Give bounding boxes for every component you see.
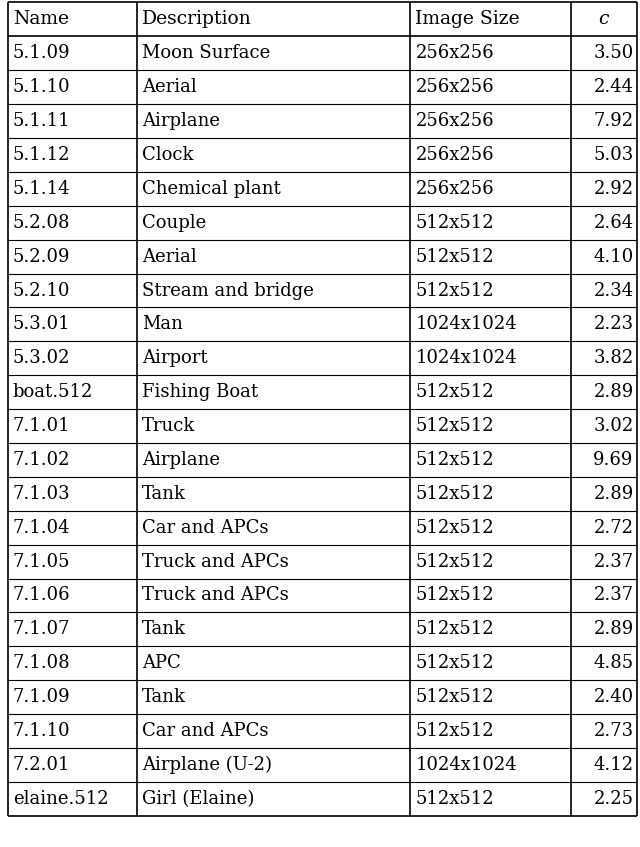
- Text: 2.37: 2.37: [593, 552, 634, 571]
- Text: 5.03: 5.03: [593, 146, 634, 164]
- Text: c: c: [598, 10, 609, 28]
- Text: 7.1.03: 7.1.03: [13, 484, 70, 503]
- Text: 512x512: 512x512: [415, 688, 494, 706]
- Text: 2.37: 2.37: [593, 586, 634, 605]
- Text: Fishing Boat: Fishing Boat: [142, 383, 258, 401]
- Text: 2.73: 2.73: [593, 722, 634, 740]
- Text: 512x512: 512x512: [415, 654, 494, 673]
- Text: 7.1.06: 7.1.06: [13, 586, 70, 605]
- Text: boat.512: boat.512: [13, 383, 93, 401]
- Text: 7.1.02: 7.1.02: [13, 451, 70, 469]
- Text: Name: Name: [13, 10, 69, 28]
- Text: Truck: Truck: [142, 417, 195, 435]
- Text: Tank: Tank: [142, 484, 186, 503]
- Text: 5.1.14: 5.1.14: [13, 180, 70, 198]
- Text: 7.1.04: 7.1.04: [13, 518, 70, 537]
- Text: 2.44: 2.44: [594, 78, 634, 97]
- Text: 256x256: 256x256: [415, 44, 494, 63]
- Text: APC: APC: [142, 654, 180, 673]
- Text: Car and APCs: Car and APCs: [142, 722, 268, 740]
- Text: 7.1.01: 7.1.01: [13, 417, 70, 435]
- Text: 2.92: 2.92: [593, 180, 634, 198]
- Text: 2.72: 2.72: [594, 518, 634, 537]
- Text: Truck and APCs: Truck and APCs: [142, 586, 289, 605]
- Text: 512x512: 512x512: [415, 552, 494, 571]
- Text: Couple: Couple: [142, 213, 206, 232]
- Text: 256x256: 256x256: [415, 78, 494, 97]
- Text: 512x512: 512x512: [415, 213, 494, 232]
- Text: 1024x1024: 1024x1024: [415, 315, 517, 334]
- Text: 2.89: 2.89: [593, 620, 634, 639]
- Text: 3.50: 3.50: [593, 44, 634, 63]
- Text: 3.82: 3.82: [593, 349, 634, 368]
- Text: 2.89: 2.89: [593, 383, 634, 401]
- Text: 512x512: 512x512: [415, 484, 494, 503]
- Text: Airport: Airport: [142, 349, 207, 368]
- Text: 512x512: 512x512: [415, 586, 494, 605]
- Text: Aerial: Aerial: [142, 247, 196, 266]
- Text: 512x512: 512x512: [415, 417, 494, 435]
- Text: 7.1.09: 7.1.09: [13, 688, 70, 706]
- Text: 7.1.10: 7.1.10: [13, 722, 70, 740]
- Text: 7.1.07: 7.1.07: [13, 620, 70, 639]
- Text: 7.2.01: 7.2.01: [13, 756, 70, 774]
- Text: 4.85: 4.85: [593, 654, 634, 673]
- Text: 5.2.09: 5.2.09: [13, 247, 70, 266]
- Text: 2.40: 2.40: [593, 688, 634, 706]
- Text: 512x512: 512x512: [415, 451, 494, 469]
- Text: 7.1.05: 7.1.05: [13, 552, 70, 571]
- Text: 3.02: 3.02: [593, 417, 634, 435]
- Text: elaine.512: elaine.512: [13, 789, 108, 808]
- Text: 5.1.10: 5.1.10: [13, 78, 70, 97]
- Text: 4.12: 4.12: [593, 756, 634, 774]
- Text: 512x512: 512x512: [415, 281, 494, 300]
- Text: 9.69: 9.69: [593, 451, 634, 469]
- Text: 5.3.02: 5.3.02: [13, 349, 70, 368]
- Text: Tank: Tank: [142, 688, 186, 706]
- Text: Airplane (U-2): Airplane (U-2): [142, 756, 272, 774]
- Text: 512x512: 512x512: [415, 722, 494, 740]
- Text: Airplane: Airplane: [142, 451, 220, 469]
- Text: Car and APCs: Car and APCs: [142, 518, 268, 537]
- Text: Chemical plant: Chemical plant: [142, 180, 280, 198]
- Text: 512x512: 512x512: [415, 383, 494, 401]
- Text: Clock: Clock: [142, 146, 193, 164]
- Text: Man: Man: [142, 315, 182, 334]
- Text: 512x512: 512x512: [415, 620, 494, 639]
- Text: 1024x1024: 1024x1024: [415, 349, 517, 368]
- Text: Truck and APCs: Truck and APCs: [142, 552, 289, 571]
- Text: Tank: Tank: [142, 620, 186, 639]
- Text: 2.89: 2.89: [593, 484, 634, 503]
- Text: Moon Surface: Moon Surface: [142, 44, 270, 63]
- Text: 5.1.11: 5.1.11: [13, 112, 70, 130]
- Text: 512x512: 512x512: [415, 789, 494, 808]
- Text: Airplane: Airplane: [142, 112, 220, 130]
- Text: 7.92: 7.92: [593, 112, 634, 130]
- Text: 5.1.12: 5.1.12: [13, 146, 70, 164]
- Text: 1024x1024: 1024x1024: [415, 756, 517, 774]
- Text: Description: Description: [142, 10, 252, 28]
- Text: 5.2.08: 5.2.08: [13, 213, 70, 232]
- Text: Girl (Elaine): Girl (Elaine): [142, 789, 254, 808]
- Text: 512x512: 512x512: [415, 518, 494, 537]
- Text: 2.23: 2.23: [593, 315, 634, 334]
- Text: 5.2.10: 5.2.10: [13, 281, 70, 300]
- Text: 256x256: 256x256: [415, 180, 494, 198]
- Text: 256x256: 256x256: [415, 112, 494, 130]
- Text: Aerial: Aerial: [142, 78, 196, 97]
- Text: Image Size: Image Size: [415, 10, 520, 28]
- Text: 512x512: 512x512: [415, 247, 494, 266]
- Text: 5.1.09: 5.1.09: [13, 44, 70, 63]
- Text: 7.1.08: 7.1.08: [13, 654, 70, 673]
- Text: 2.34: 2.34: [593, 281, 634, 300]
- Text: 256x256: 256x256: [415, 146, 494, 164]
- Text: 4.10: 4.10: [593, 247, 634, 266]
- Text: 2.25: 2.25: [594, 789, 634, 808]
- Text: 2.64: 2.64: [593, 213, 634, 232]
- Text: 5.3.01: 5.3.01: [13, 315, 70, 334]
- Text: Stream and bridge: Stream and bridge: [142, 281, 314, 300]
